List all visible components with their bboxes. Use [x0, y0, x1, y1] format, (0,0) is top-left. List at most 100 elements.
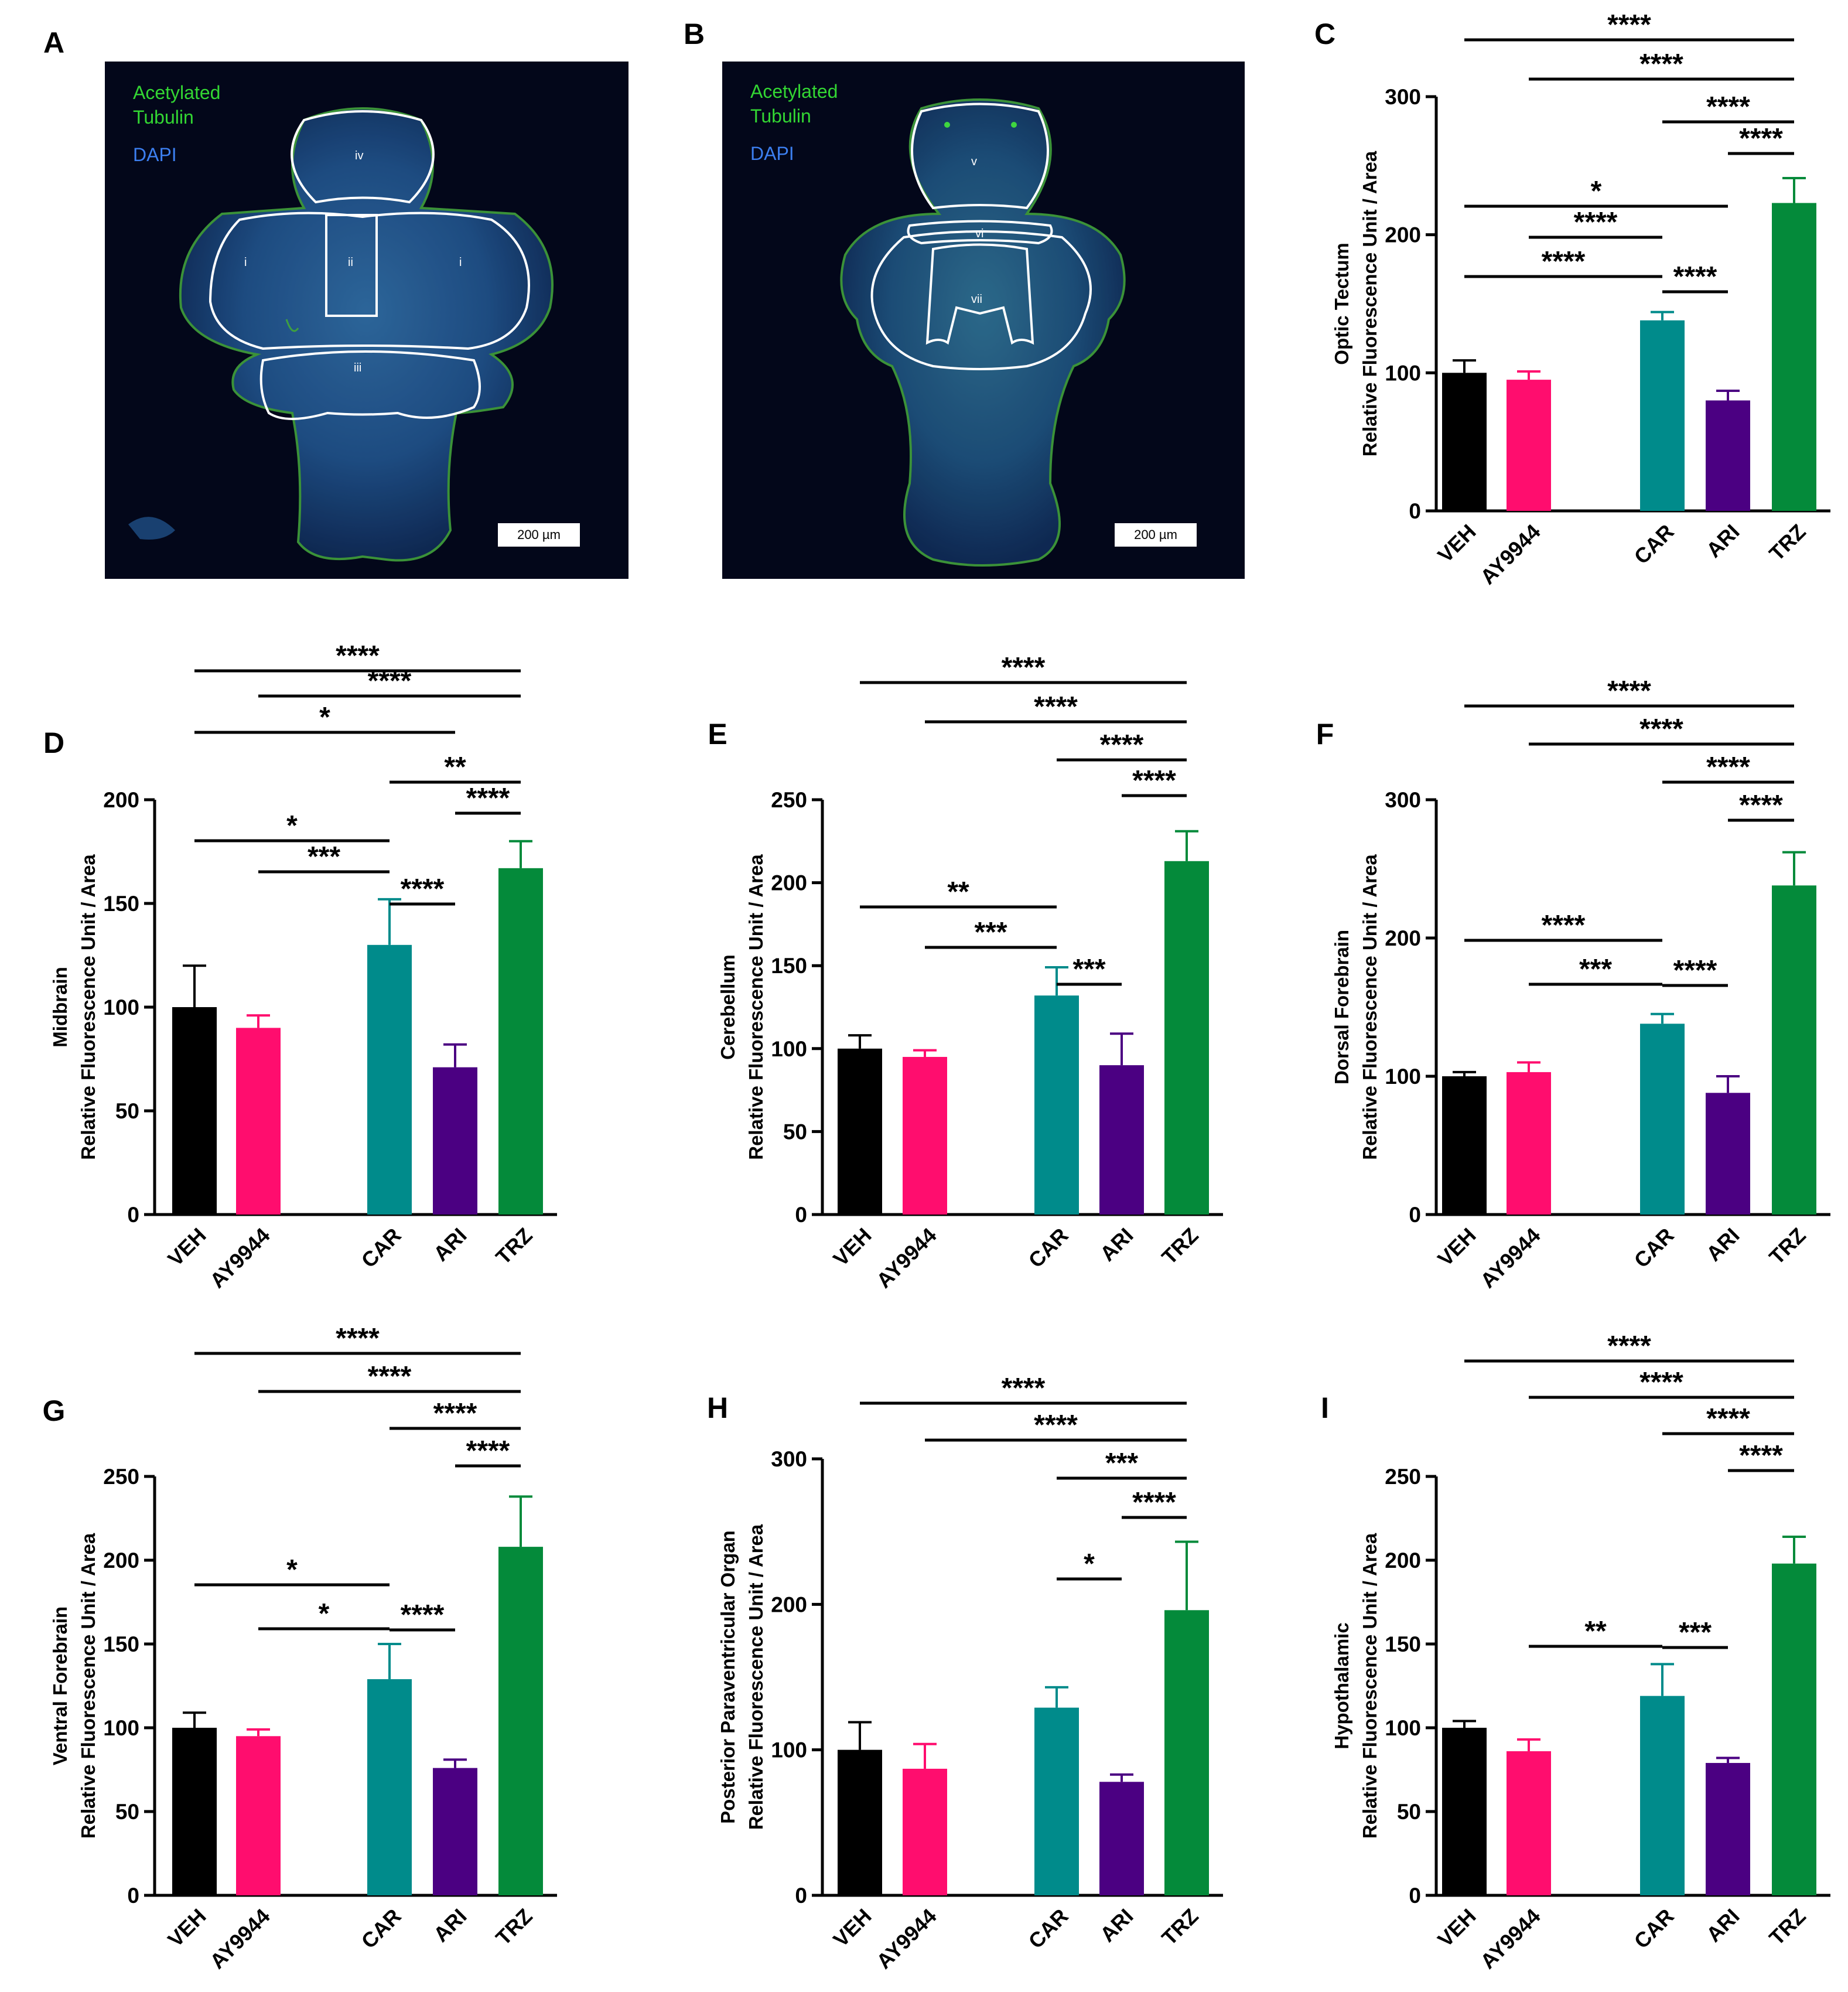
stain-label-tubulin: Tubulin: [750, 105, 811, 127]
significance-label: ****: [1607, 1331, 1651, 1362]
y-tick-label: 250: [103, 1465, 139, 1489]
x-tick-label-car: CAR: [1024, 1904, 1073, 1953]
significance-label: ****: [433, 1398, 477, 1429]
significance-label: ****: [401, 1599, 445, 1631]
y-axis-title-line-1: Optic Tectum: [1331, 243, 1352, 364]
y-tick-label: 50: [115, 1800, 139, 1824]
significance-label: ****: [1739, 790, 1783, 821]
significance-label: ***: [1072, 954, 1105, 985]
brain-illustration-b: [840, 98, 1126, 567]
x-tick-label-ari: ARI: [429, 1223, 472, 1266]
y-axis-title-line-2: Relative Fluorescence Unit / Area: [1359, 854, 1381, 1160]
significance-label: *: [286, 1554, 298, 1585]
chart-e: 0 50 100 150 200 250 Cerebellum Relative Fluore…: [717, 652, 1223, 1292]
region-label-vi: vi: [975, 227, 984, 240]
bar-car: [1034, 995, 1079, 1215]
y-tick-label: 200: [1385, 926, 1421, 950]
y-tick-label: 50: [115, 1099, 139, 1123]
bar-veh: [172, 1007, 217, 1215]
x-tick-label-ay9944: AY9944: [872, 1223, 941, 1293]
y-tick-label: 50: [783, 1120, 807, 1144]
x-tick-label-car: CAR: [1630, 1223, 1679, 1273]
y-tick-label: 200: [1385, 223, 1421, 247]
significance-label: *: [319, 1598, 330, 1629]
y-tick-label: 300: [1385, 85, 1421, 109]
stain-label-acetylated: Acetylated: [750, 81, 838, 102]
significance-label: ****: [1739, 123, 1783, 154]
bar-car: [367, 1679, 412, 1895]
x-tick-label-trz: TRZ: [1157, 1223, 1203, 1269]
significance-label: ****: [1639, 1367, 1683, 1398]
panel-letter-i: I: [1321, 1391, 1329, 1424]
bar-ari: [433, 1067, 477, 1215]
significance-label: ****: [1034, 691, 1078, 722]
bar-ay9944: [903, 1056, 947, 1215]
y-tick-label: 200: [1385, 1548, 1421, 1573]
significance-label: ***: [1579, 954, 1612, 985]
bar-trz: [1772, 1563, 1816, 1895]
bar-trz: [1772, 885, 1816, 1215]
chart-d: 0 50 100 150 200 Midbrain Relative Fluorescenc…: [49, 640, 557, 1292]
significance-label: ****: [1542, 246, 1586, 277]
y-axis-title-line-2: Relative Fluorescence Unit / Area: [1359, 1533, 1381, 1838]
y-tick-label: 150: [1385, 1632, 1421, 1656]
x-tick-label-ay9944: AY9944: [1475, 520, 1545, 589]
y-tick-label: 0: [1409, 1884, 1421, 1908]
stain-label-acetylated: Acetylated: [133, 82, 221, 103]
bar-veh: [1442, 373, 1487, 511]
x-tick-label-veh: VEH: [828, 1223, 876, 1271]
x-tick-label-veh: VEH: [1433, 1904, 1480, 1952]
y-axis-title-line-1: Ventral Forebrain: [49, 1606, 71, 1765]
significance-label: *: [1084, 1548, 1095, 1580]
panel-letter-b: B: [684, 18, 705, 50]
significance-label: ***: [308, 841, 340, 872]
significance-label: *: [286, 810, 298, 841]
panel-letter-g: G: [43, 1394, 66, 1427]
significance-label: ***: [974, 917, 1007, 948]
x-tick-label-car: CAR: [1630, 1904, 1679, 1953]
significance-label: ****: [368, 666, 412, 697]
region-label-ii: ii: [348, 256, 353, 269]
significance-label: ****: [1607, 9, 1651, 40]
region-label-vii: vii: [971, 293, 982, 306]
y-axis-title-line-1: Dorsal Forebrain: [1331, 930, 1352, 1084]
y-tick-label: 0: [1409, 1203, 1421, 1227]
bar-car: [1034, 1707, 1079, 1895]
significance-label: ****: [1002, 1373, 1046, 1404]
significance-label: ***: [1679, 1617, 1712, 1648]
region-label-i-left: i: [244, 256, 247, 269]
y-tick-label: 0: [795, 1884, 807, 1908]
x-tick-label-veh: VEH: [163, 1904, 210, 1952]
panel-letter-a: A: [43, 26, 64, 59]
significance-label: ****: [1639, 49, 1683, 80]
y-axis-title-line-2: Relative Fluorescence Unit / Area: [1359, 151, 1381, 456]
x-tick-label-trz: TRZ: [491, 1223, 537, 1269]
significance-label: ****: [1673, 955, 1717, 986]
y-tick-label: 0: [127, 1203, 139, 1227]
bar-car: [367, 944, 412, 1215]
bar-trz: [1772, 203, 1816, 511]
significance-label: *: [319, 702, 330, 733]
bar-veh: [838, 1749, 882, 1895]
bar-veh: [1442, 1076, 1487, 1215]
significance-label: ***: [1105, 1448, 1138, 1479]
y-tick-label: 300: [771, 1447, 807, 1471]
y-tick-label: 100: [1385, 361, 1421, 385]
chart-h: 0 100 200 300 Posterior Paraventricular Orga…: [717, 1373, 1223, 1973]
chart-f: 0 100 200 300 Dorsal Forebrain Relative Fluor…: [1331, 676, 1830, 1292]
stain-label-dapi: DAPI: [133, 144, 177, 165]
x-tick-label-ari: ARI: [1095, 1223, 1138, 1266]
x-tick-label-veh: VEH: [828, 1904, 876, 1952]
x-tick-label-trz: TRZ: [1764, 1904, 1810, 1950]
brain-illustration-a: [128, 107, 554, 562]
y-axis-title-line-1: Cerebellum: [717, 954, 739, 1060]
significance-label: ****: [1639, 714, 1683, 745]
x-tick-label-veh: VEH: [1433, 1223, 1480, 1271]
y-tick-label: 200: [103, 1548, 139, 1573]
significance-label: **: [444, 752, 466, 783]
y-tick-label: 250: [771, 788, 807, 812]
y-tick-label: 100: [1385, 1065, 1421, 1089]
bar-trz: [498, 868, 543, 1215]
significance-label: ****: [466, 1435, 510, 1466]
x-tick-label-car: CAR: [357, 1223, 406, 1273]
